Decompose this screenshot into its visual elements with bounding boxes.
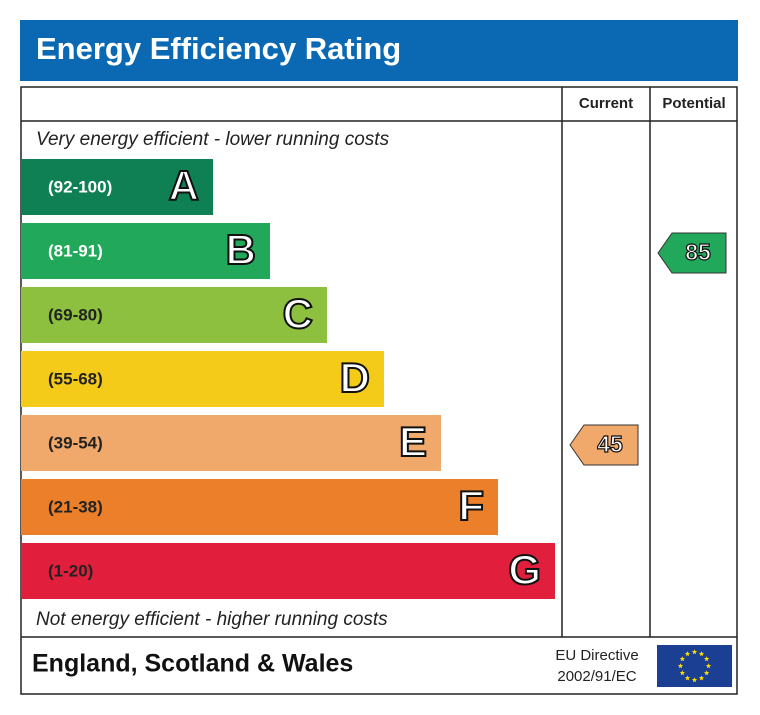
star <box>698 651 705 657</box>
band-letter: B <box>226 226 256 273</box>
band <box>21 479 498 535</box>
star <box>705 663 712 669</box>
directive: 2002/91/EC <box>557 668 636 685</box>
rating-value: 85 <box>685 239 711 265</box>
band-range: (69-80) <box>48 305 103 324</box>
rating-arrow <box>657 232 727 274</box>
band-letter: E <box>399 418 427 465</box>
band-range: (39-54) <box>48 433 103 452</box>
star <box>703 670 710 676</box>
star <box>677 663 684 669</box>
band-range: (92-100) <box>48 177 112 196</box>
bottom-note: Not energy efficient - higher running co… <box>36 609 388 630</box>
band-range: (81-91) <box>48 241 103 260</box>
band <box>21 543 555 599</box>
directive: EU Directive <box>555 647 638 664</box>
band-letter: G <box>508 546 541 593</box>
band-letter: F <box>458 482 484 529</box>
region: England, Scotland & Wales <box>32 650 353 678</box>
bands: (92-100) A (81-91) B (69-80) C (55-68) D (39-54)… <box>21 159 727 599</box>
band <box>21 351 384 407</box>
title-bar <box>20 20 738 81</box>
title: Energy Efficiency Rating <box>36 31 401 66</box>
star <box>684 675 691 681</box>
band <box>21 287 327 343</box>
band <box>21 415 441 471</box>
band <box>21 159 213 215</box>
star <box>698 675 705 681</box>
column-header: Potential <box>662 95 725 112</box>
band-range: (1-20) <box>48 561 93 580</box>
star <box>684 651 691 657</box>
column-header: Current <box>579 95 633 112</box>
band-range: (55-68) <box>48 369 103 388</box>
star <box>691 649 698 655</box>
star <box>679 656 686 662</box>
band-letter: C <box>283 290 313 337</box>
eu-flag <box>657 645 732 687</box>
band-letter: D <box>340 354 370 401</box>
rating-value: 45 <box>597 431 623 457</box>
band <box>21 223 270 279</box>
rating-arrow <box>569 424 639 466</box>
band-letter: A <box>169 162 199 209</box>
top-note: Very energy efficient - lower running co… <box>36 129 390 150</box>
star <box>703 656 710 662</box>
star <box>679 670 686 676</box>
band-range: (21-38) <box>48 497 103 516</box>
star <box>691 677 698 683</box>
